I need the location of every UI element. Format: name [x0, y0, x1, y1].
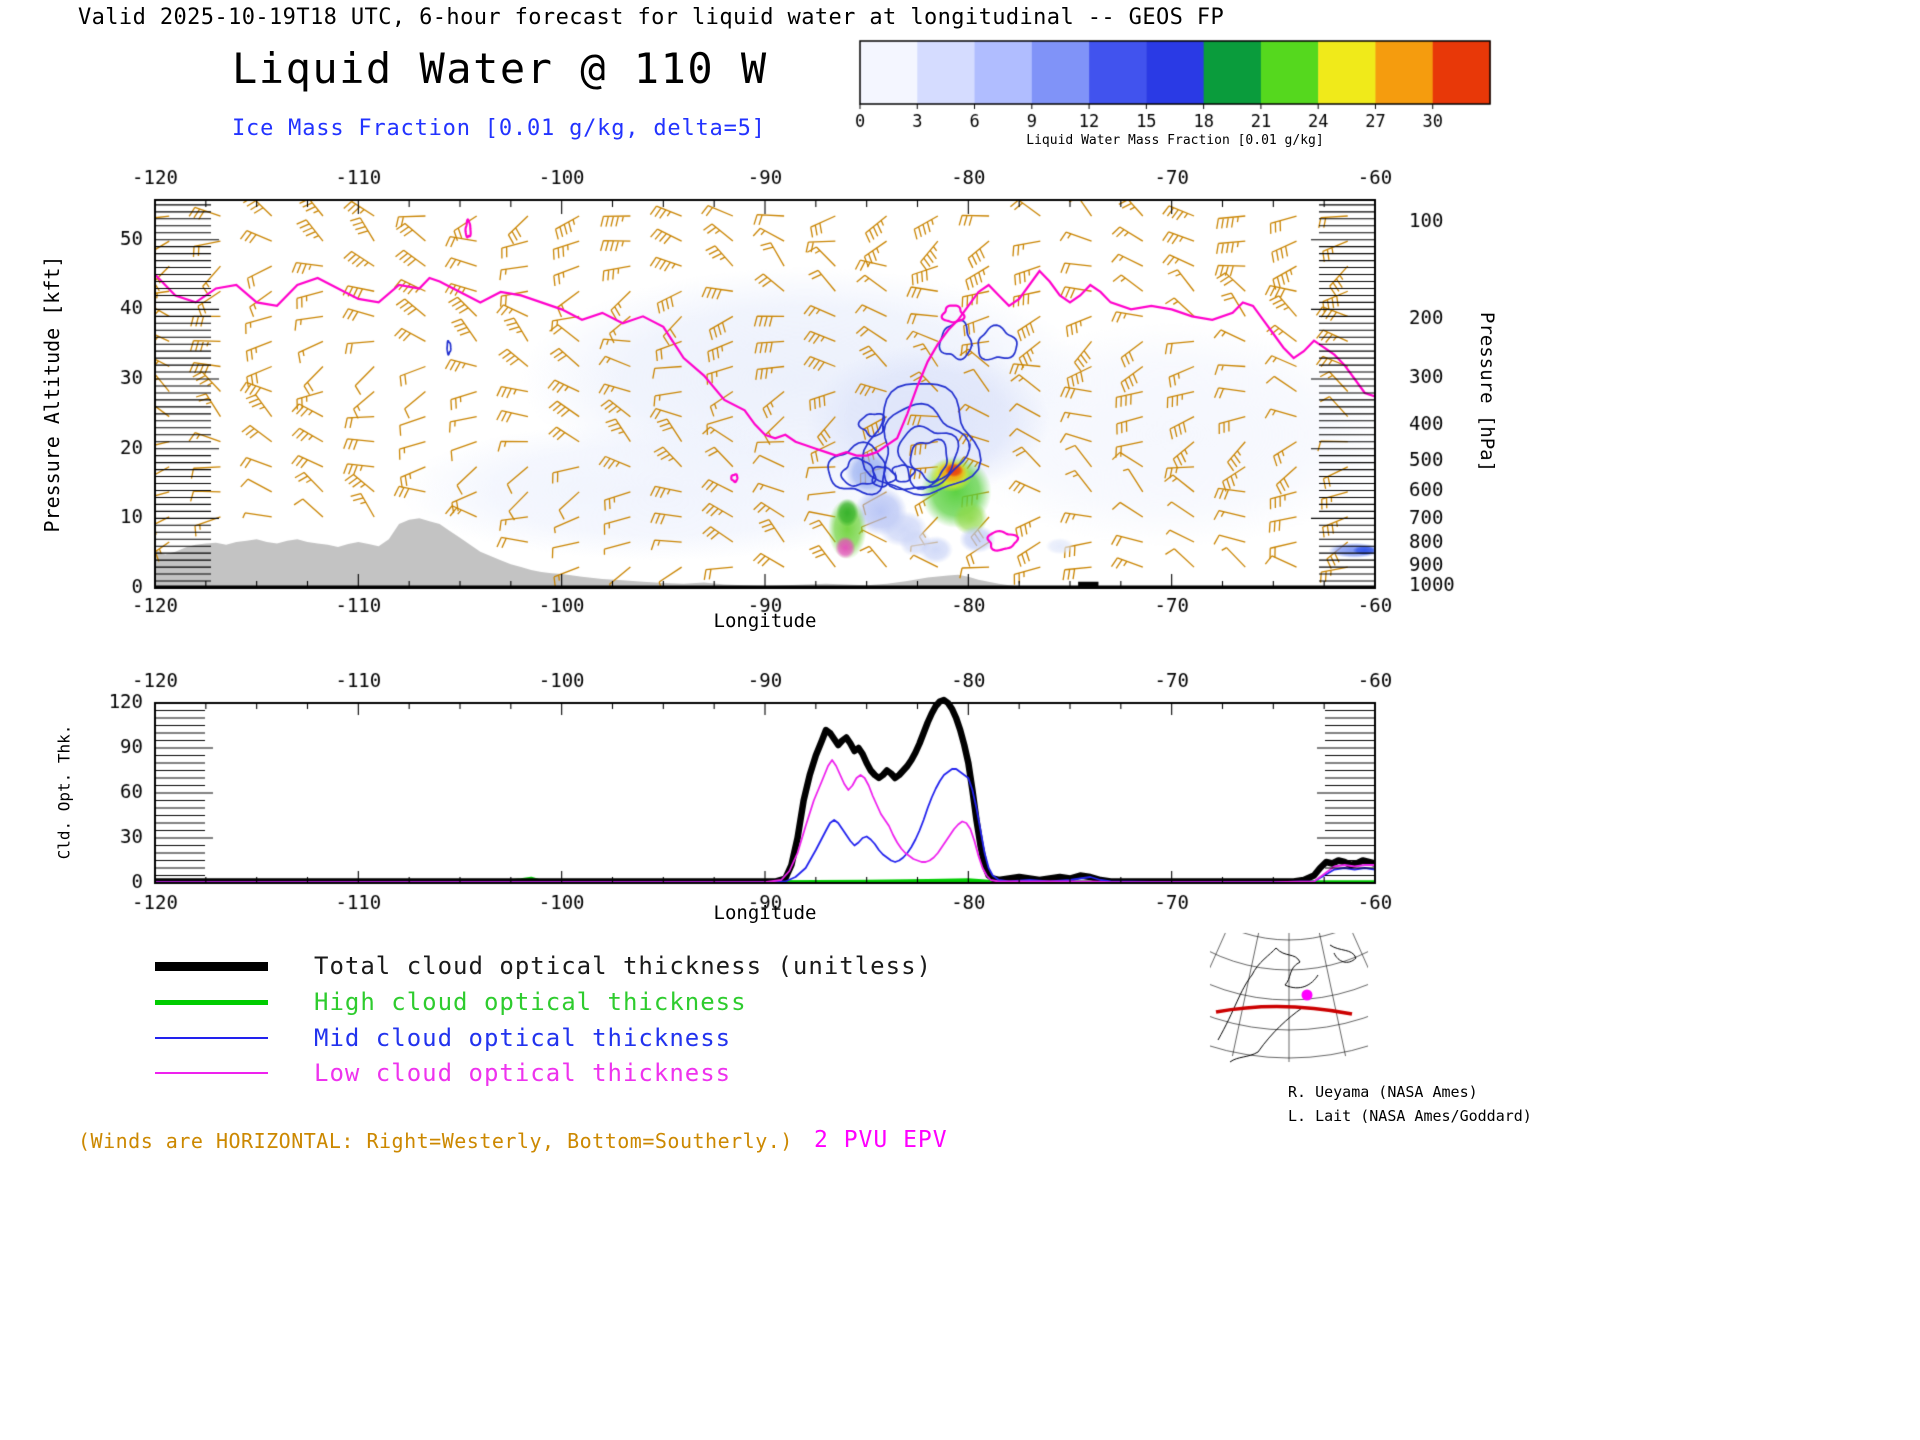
- colorbar-label: Liquid Water Mass Fraction [0.01 g/kg]: [1026, 133, 1324, 148]
- page-title: Liquid Water @ 110 W: [232, 44, 768, 93]
- longitude-axis-label-upper: Longitude: [713, 610, 817, 632]
- pvu-epv-label: 2 PVU EPV: [814, 1127, 948, 1153]
- high-line-swatch: [155, 999, 268, 1005]
- credit-line-2: L. Lait (NASA Ames/Goddard): [1288, 1107, 1532, 1125]
- winds-note: (Winds are HORIZONTAL: Right=Westerly, B…: [78, 1129, 793, 1153]
- legend-label-low: Low cloud optical thickness: [314, 1059, 732, 1087]
- legend-item-low: Low cloud optical thickness: [155, 1056, 731, 1090]
- legend-item-mid: Mid cloud optical thickness: [155, 1021, 731, 1055]
- legend-item-high: High cloud optical thickness: [155, 985, 747, 1019]
- pressure-hpa-axis-label: Pressure [hPa]: [1476, 311, 1498, 473]
- pressure-altitude-axis-label: Pressure Altitude [kft]: [40, 255, 64, 533]
- credit-line-1: R. Ueyama (NASA Ames): [1288, 1083, 1478, 1101]
- legend-label-high: High cloud optical thickness: [314, 988, 747, 1016]
- ice-mass-fraction-subtitle: Ice Mass Fraction [0.01 g/kg, delta=5]: [232, 116, 766, 141]
- legend-label-total: Total cloud optical thickness (unitless): [314, 952, 932, 980]
- legend-label-mid: Mid cloud optical thickness: [314, 1024, 732, 1052]
- low-line-swatch: [155, 1071, 268, 1075]
- legend-item-total: Total cloud optical thickness (unitless): [155, 949, 932, 983]
- longitude-axis-label-lower: Longitude: [713, 902, 817, 924]
- total-line-swatch: [155, 961, 268, 971]
- mid-line-swatch: [155, 1036, 268, 1040]
- cloud-optical-thickness-axis-label: Cld. Opt. Thk.: [54, 724, 74, 860]
- valid-time-title: Valid 2025-10-19T18 UTC, 6-hour forecast…: [78, 5, 1225, 30]
